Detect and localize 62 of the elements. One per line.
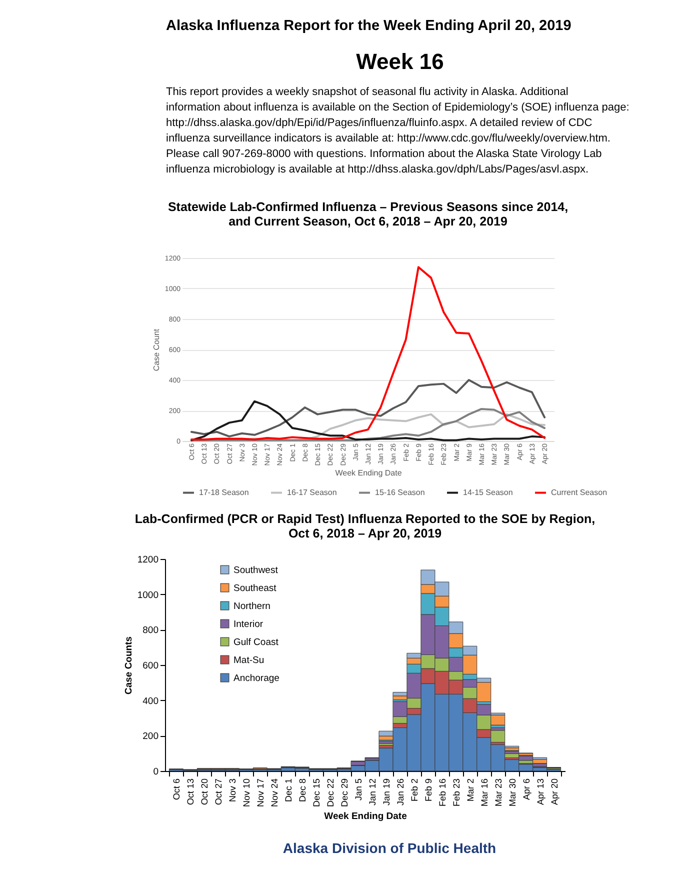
x-tick-label: Oct 27 xyxy=(214,778,224,806)
text: Week 16 xyxy=(356,49,444,74)
x-tick-label: Feb 23 xyxy=(451,778,462,807)
legend-label: Mat-Su xyxy=(234,654,264,666)
text: Alaska Division of Public Health xyxy=(282,840,496,856)
x-tick-label: Mar 2 xyxy=(465,778,476,802)
y-tick-label: 600 xyxy=(142,660,158,672)
x-tick-label: Dec 8 xyxy=(298,778,308,802)
x-tick-label: Mar 16 xyxy=(479,778,490,807)
x-tick-label: Oct 13 xyxy=(186,778,196,806)
text: influenza surveillance indicators is available at: http://www.cdc.gov/flu/weekly/overview.htm. xyxy=(166,132,610,144)
x-tick-label: Mar 23 xyxy=(493,778,504,807)
x-tick-label: Nov 17 xyxy=(256,778,266,808)
x-axis-title: Week Ending Date xyxy=(324,811,407,822)
x-tick-label: Feb 2 xyxy=(409,778,420,802)
legend-label: Southeast xyxy=(234,582,277,594)
legend-label: 15-16 Season xyxy=(375,488,425,497)
text: Please call 907-269-8000 with questions. Information about the Alaska State Virology Lab xyxy=(166,148,602,160)
x-tick-label: Jan 19 xyxy=(381,778,392,806)
legend-label: Northern xyxy=(234,600,270,612)
x-axis-title: Week Ending Date xyxy=(335,468,402,478)
text: This report provides a weekly snapshot of seasonal flu activity in Alaska. Additional xyxy=(166,86,568,98)
x-tick-label: Nov 3 xyxy=(228,778,238,802)
x-tick-label: Oct 6 xyxy=(172,778,182,800)
y-tick-label: 800 xyxy=(142,625,158,636)
x-tick-label: Nov 10 xyxy=(242,778,252,808)
chart-title: Lab-Confirmed (PCR or Rapid Test) Influenza Reported to the SOE by Region, Oct 6, 2018 – Apr 20, 2019 xyxy=(134,512,596,540)
y-tick-label: 0 xyxy=(153,766,158,778)
legend-label: Anchorage xyxy=(234,672,280,684)
y-tick-label: 200 xyxy=(142,731,158,742)
legend-label: 14-15 Season xyxy=(463,488,513,497)
x-tick-label: Dec 22 xyxy=(326,778,336,808)
x-tick-label: Apr 20 xyxy=(549,778,560,806)
y-axis-title: Case Count xyxy=(152,328,161,372)
legend-label: Gulf Coast xyxy=(234,636,279,648)
y-tick-label: 400 xyxy=(142,696,158,707)
x-tick-label: Jan 12 xyxy=(367,778,378,806)
text: http://dhss.alaska.gov/dph/Epi/id/Pages/influenza/fluinfo.aspx. A detailed review of CDC xyxy=(166,117,592,129)
x-tick-label: Feb 16 xyxy=(437,778,448,807)
y-tick-label: 1200 xyxy=(137,554,158,566)
x-tick-label: Mar 30 xyxy=(507,778,518,807)
legend-label: 16-17 Season xyxy=(287,488,337,497)
text: Alaska Influenza Report for the Week Ending April 20, 2019 xyxy=(166,18,572,34)
x-tick-label: Oct 20 xyxy=(200,778,210,806)
y-axis-title: Case Counts xyxy=(123,636,134,695)
x-tick-label: Dec 29 xyxy=(340,778,350,808)
x-tick-label: Feb 9 xyxy=(423,778,434,802)
legend-label: Current Season xyxy=(551,488,608,497)
x-tick-label: Dec 1 xyxy=(284,778,294,802)
x-tick-label: Apr 6 xyxy=(521,778,532,800)
y-tick-label: 1000 xyxy=(137,590,158,601)
legend-label: Interior xyxy=(234,618,264,630)
text: information about influenza is available on the Section of Epidemiology’s (SOE) influenza page: xyxy=(166,102,630,114)
x-tick-label: Dec 15 xyxy=(312,778,322,808)
x-tick-label: Nov 24 xyxy=(270,778,280,808)
legend-label: 17-18 Season xyxy=(199,488,249,497)
legend-label: Southwest xyxy=(234,564,278,576)
x-tick-label: Apr 13 xyxy=(535,778,546,806)
text: influenza microbiology is available at http://dhss.alaska.gov/dph/Labs/Pages/asvl.aspx. xyxy=(166,164,589,176)
x-tick-label: Jan 5 xyxy=(354,778,364,801)
chart-title: Statewide Lab-Confirmed Influenza – Previous Seasons since 2014, and Current Season, Oct 6, 2018 – Apr 20, 2019 xyxy=(168,200,568,228)
x-tick-label: Jan 26 xyxy=(395,778,406,806)
